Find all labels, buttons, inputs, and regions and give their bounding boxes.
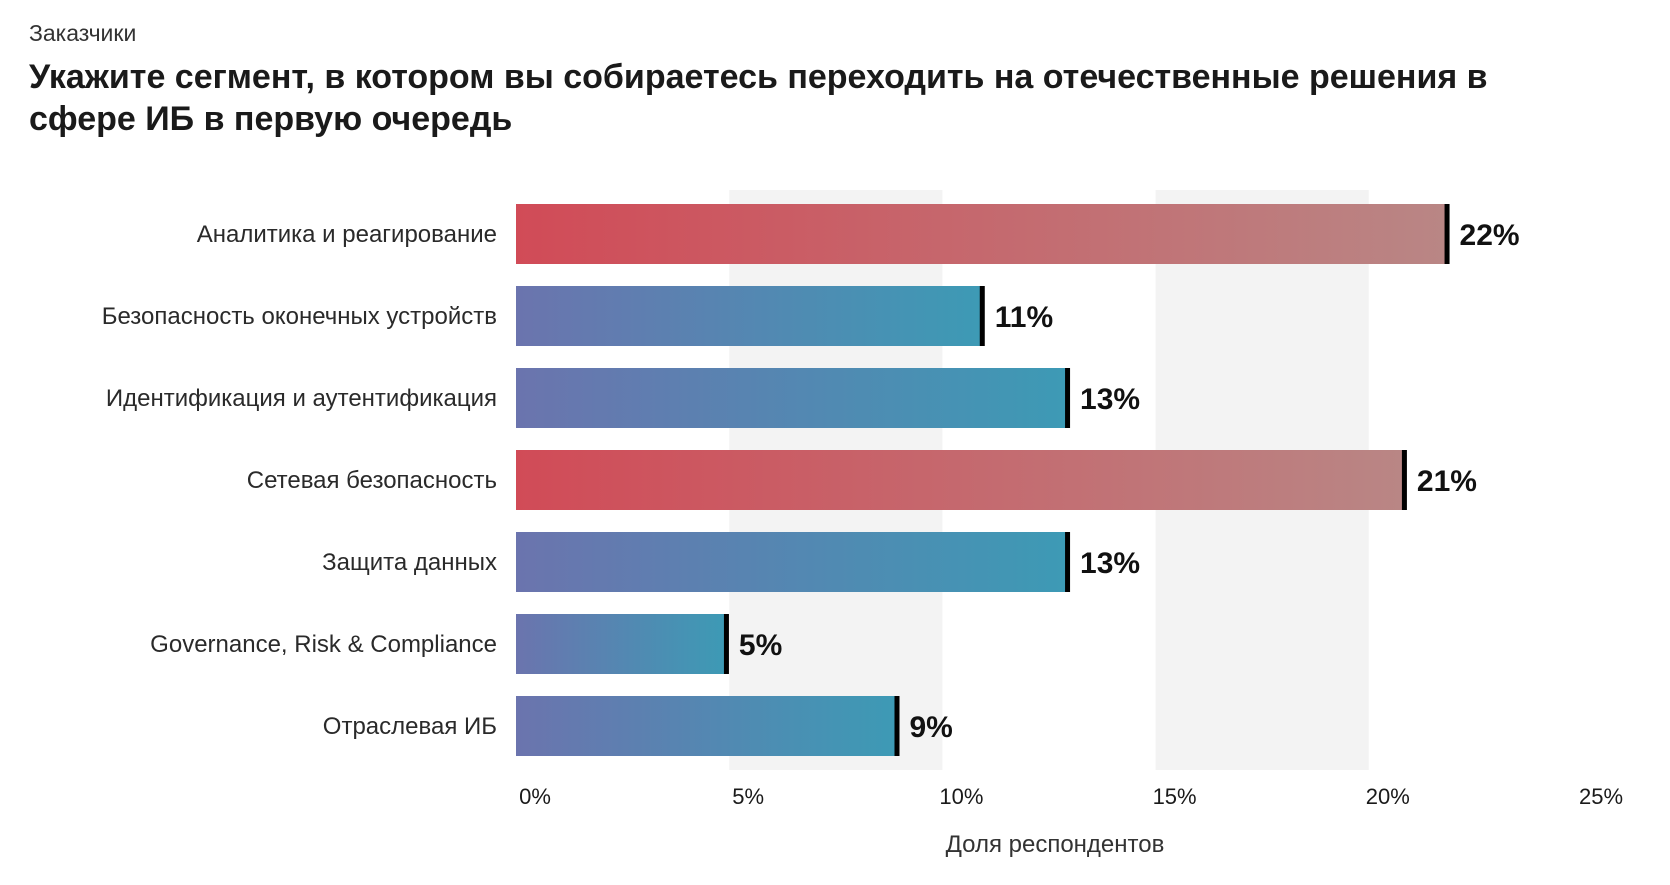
bar bbox=[516, 532, 1067, 592]
x-tick-label: 20% bbox=[1366, 784, 1410, 809]
x-tick-label: 15% bbox=[1153, 784, 1197, 809]
chart-title: Укажите сегмент, в котором вы собираетес… bbox=[29, 58, 1488, 138]
data-label: 13% bbox=[1080, 383, 1140, 416]
bar bbox=[516, 204, 1446, 264]
bar-end-cap bbox=[1401, 450, 1407, 510]
x-tick-label: 5% bbox=[732, 784, 764, 809]
data-label: 11% bbox=[995, 301, 1053, 334]
bar-end-cap bbox=[979, 286, 985, 346]
x-tick-label: 10% bbox=[939, 784, 983, 809]
x-tick-label: 0% bbox=[519, 784, 551, 809]
bar-end-cap bbox=[1065, 532, 1071, 592]
bar bbox=[516, 450, 1403, 510]
bar bbox=[516, 286, 981, 346]
category-label: Отраслевая ИБ bbox=[323, 713, 497, 740]
chart-subtitle: Заказчики bbox=[29, 20, 137, 46]
value-labels: 22% 11% 13% 21% 13% 5% 9% bbox=[739, 219, 1520, 744]
category-label: Сетевая безопасность bbox=[247, 467, 497, 494]
bar-end-cap bbox=[894, 696, 900, 756]
x-tick-label: 25% bbox=[1579, 784, 1623, 809]
bar bbox=[516, 368, 1067, 428]
bar bbox=[516, 614, 725, 674]
bar-end-cap bbox=[1444, 204, 1450, 264]
category-labels: Аналитика и реагирование Безопасность око… bbox=[102, 221, 497, 740]
bar-end-cap bbox=[723, 614, 729, 674]
category-label: Аналитика и реагирование bbox=[197, 221, 497, 248]
data-label: 21% bbox=[1417, 465, 1477, 498]
x-axis-ticks: 0% 5% 10% 15% 20% 25% bbox=[519, 784, 1623, 809]
category-label: Безопасность оконечных устройств bbox=[102, 303, 497, 330]
x-axis-label: Доля респондентов bbox=[946, 831, 1165, 858]
bars-group bbox=[516, 204, 1450, 756]
category-label: Governance, Risk & Compliance bbox=[150, 631, 497, 658]
category-label: Идентификация и аутентификация bbox=[106, 385, 497, 412]
data-label: 9% bbox=[909, 711, 952, 744]
bar-end-cap bbox=[1065, 368, 1071, 428]
bar bbox=[516, 696, 896, 756]
data-label: 5% bbox=[739, 629, 782, 662]
category-label: Защита данных bbox=[322, 549, 497, 576]
data-label: 22% bbox=[1460, 219, 1520, 252]
data-label: 13% bbox=[1080, 547, 1140, 580]
